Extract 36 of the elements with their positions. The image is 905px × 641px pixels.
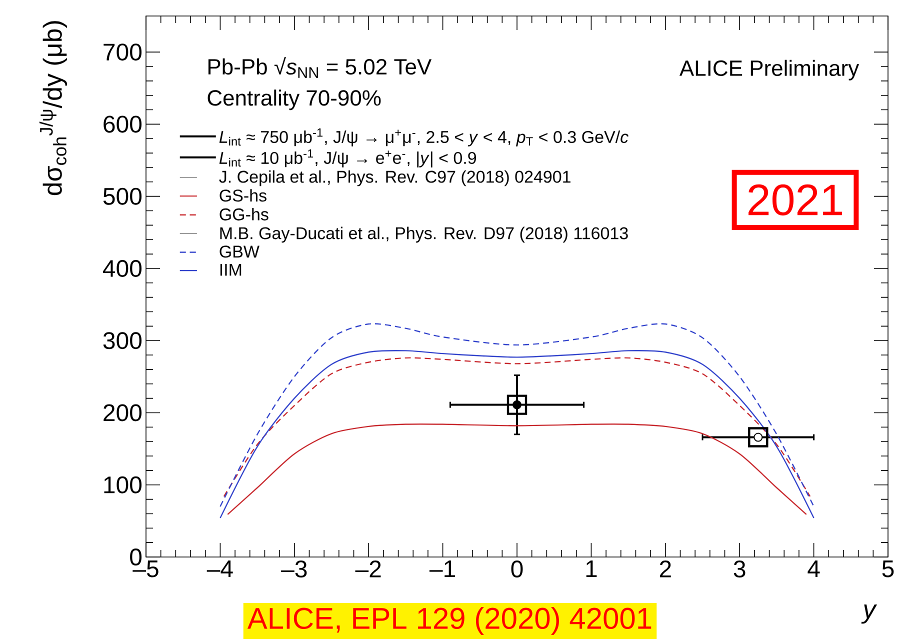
text: ALICE, EPL 129 (2020) 42001 xyxy=(247,607,652,635)
line-series xyxy=(227,423,807,516)
x-tick-label: 0 xyxy=(511,560,523,578)
annotation: ALICE Preliminary xyxy=(679,60,860,80)
x-tick-label: –2 xyxy=(355,560,381,578)
x-tick-label: 5 xyxy=(882,560,894,578)
legend-label: GG-hs xyxy=(220,208,268,220)
line-series xyxy=(220,350,814,519)
annotation: J. Cepila et al., Phys. Rev. C97 (2018) 024901 xyxy=(219,170,570,186)
x-tick-label: 1 xyxy=(586,560,597,578)
y-tick-label: 200 xyxy=(104,404,142,422)
y-tick-label: 700 xyxy=(104,44,142,61)
text: L$_{int}$ ≈ 10 μb$^{-1}$, J/ψ → e$^{+}$e$^{-}$, |y| < 0.9 xyxy=(219,149,476,168)
annotation: Centrality 70-90% xyxy=(208,90,381,110)
line-series xyxy=(223,357,811,498)
annotation: Pb-Pb √s$_{NN}$ = 5.02 TeV xyxy=(208,56,432,78)
x-tick-label: 2 xyxy=(660,560,671,578)
x-tick-label: –3 xyxy=(281,560,307,578)
x-tick-label: –1 xyxy=(429,560,455,578)
y-tick-label: 100 xyxy=(104,476,142,494)
line-series xyxy=(220,323,814,508)
legend-label: IIM xyxy=(220,264,242,276)
text: L$_{int}$ ≈ 750 μb$^{-1}$, J/ψ → μ$^{+}$μ$^{-}$, 2.5 < y < 4, p$_{T}$ < 0.3 GeV/c xyxy=(219,128,628,146)
annotation: 2021 xyxy=(748,184,842,216)
legend-label: GBW xyxy=(220,246,260,258)
x-tick-label: –4 xyxy=(206,560,233,578)
x-tick-label: 3 xyxy=(734,560,746,578)
annotation: M.B. Gay-Ducati et al., Phys. Rev. D97 (2018) 116013 xyxy=(220,226,628,243)
legend-label: GS-hs xyxy=(220,189,266,202)
y-tick-label: 600 xyxy=(104,116,142,133)
y-tick-label: 300 xyxy=(103,332,142,350)
y-tick-label: 400 xyxy=(102,260,142,277)
y-tick-label: 500 xyxy=(103,188,142,205)
x-tick-label: 4 xyxy=(808,560,820,578)
y-axis-title: dσ$_{coh}$$^{J/ψ}$/dy (μb) xyxy=(39,21,68,196)
x-axis-title: y xyxy=(861,604,878,624)
